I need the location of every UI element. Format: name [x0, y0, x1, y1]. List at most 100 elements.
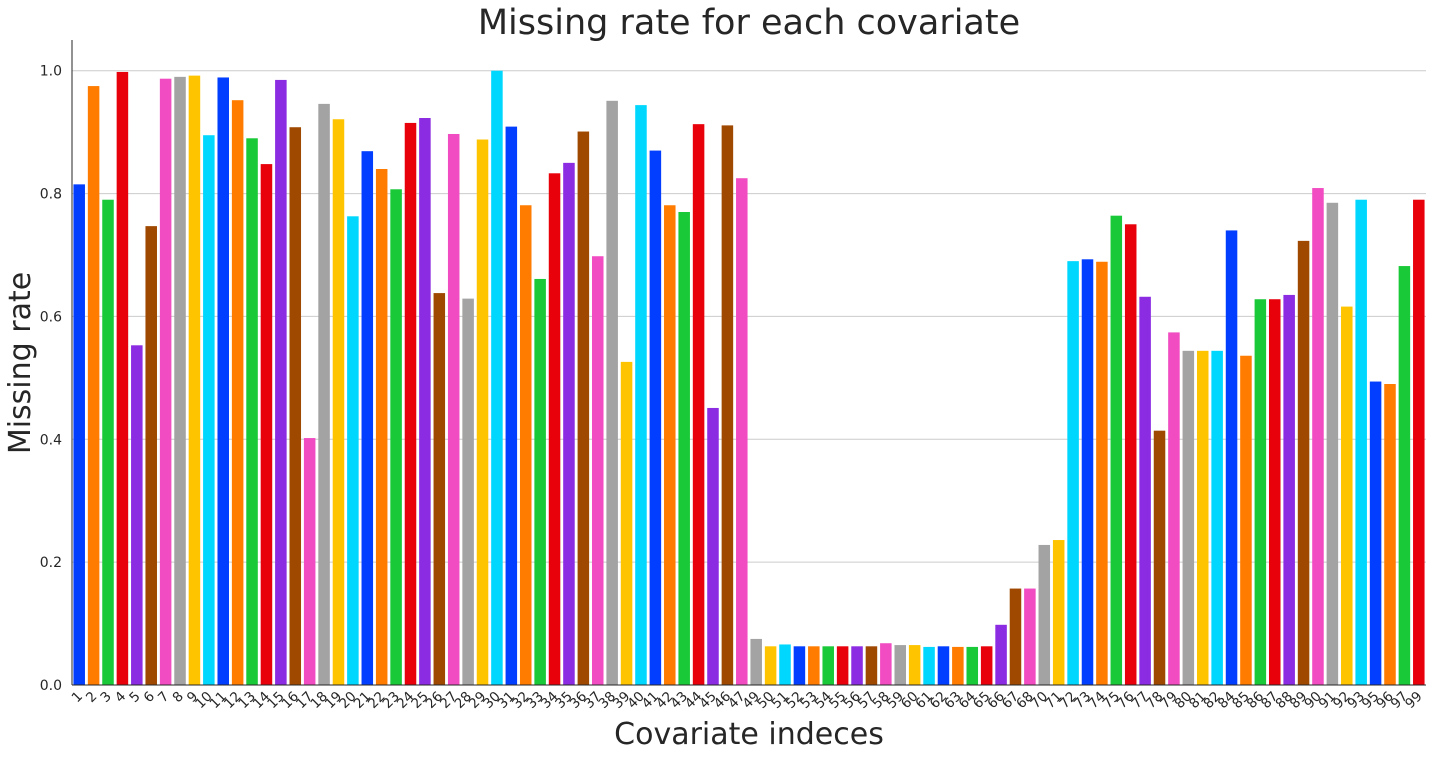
bar — [318, 103, 330, 685]
bar — [303, 438, 316, 685]
x-tick-label: 4 — [112, 689, 129, 706]
bar — [1038, 544, 1051, 685]
bar — [73, 184, 85, 685]
bar — [1384, 384, 1396, 685]
bar — [664, 205, 676, 685]
bar — [591, 256, 604, 685]
bar — [1369, 381, 1382, 685]
bars — [73, 70, 1425, 686]
bar — [289, 127, 302, 685]
bar — [851, 646, 863, 685]
bar — [1009, 588, 1022, 685]
x-tick-label: 7 — [155, 689, 172, 706]
bar — [1413, 199, 1425, 685]
y-tick-label: 0.8 — [40, 187, 62, 203]
bar — [1139, 296, 1151, 685]
bar — [534, 278, 546, 685]
bar — [793, 646, 806, 685]
bar — [375, 169, 388, 685]
bar — [750, 638, 762, 685]
bar — [102, 199, 114, 685]
bar — [159, 78, 172, 685]
bar — [880, 643, 892, 685]
bar — [995, 624, 1007, 685]
bar — [1240, 355, 1252, 685]
bar — [476, 139, 489, 685]
bar — [736, 178, 748, 685]
bar — [952, 646, 964, 685]
bar — [246, 138, 258, 686]
y-tick-label: 0.2 — [40, 555, 62, 571]
bar — [116, 71, 129, 685]
bar — [692, 124, 705, 685]
bar — [1067, 261, 1079, 685]
bar — [721, 125, 734, 685]
bar — [908, 645, 921, 685]
y-axis-label: Missing rate — [3, 272, 38, 454]
bar — [131, 345, 143, 685]
bar — [1168, 332, 1180, 685]
bar — [707, 407, 719, 685]
bar — [87, 86, 100, 686]
bar — [822, 646, 834, 685]
bar — [1283, 294, 1295, 685]
bar — [1153, 430, 1166, 685]
bar — [635, 105, 647, 686]
bar — [419, 118, 431, 685]
bar — [1052, 540, 1065, 685]
bar — [808, 646, 820, 685]
bar — [462, 298, 474, 685]
x-tick-label: 3 — [97, 689, 114, 706]
bar — [1297, 240, 1310, 685]
bar — [1081, 259, 1094, 685]
bar — [332, 119, 345, 685]
bar — [1398, 266, 1411, 685]
bar — [275, 79, 287, 685]
bar — [347, 216, 359, 686]
bar — [1196, 350, 1209, 685]
bar — [491, 70, 503, 685]
bar — [764, 646, 777, 685]
bar — [231, 100, 244, 685]
y-tick-label: 0.0 — [40, 678, 62, 694]
bar — [361, 151, 374, 685]
bar — [390, 189, 402, 685]
bar — [188, 75, 201, 686]
bar — [865, 646, 878, 685]
bar — [1312, 188, 1324, 686]
x-tick-label: 99 — [1402, 689, 1425, 712]
x-tick-label: 8 — [169, 689, 186, 706]
bar — [1326, 202, 1339, 686]
y-tick-label: 1.0 — [40, 64, 62, 80]
x-tick-label: 5 — [126, 689, 143, 706]
bar — [174, 76, 186, 686]
chart-title: Missing rate for each covariate — [478, 3, 1020, 43]
bar — [563, 162, 575, 685]
x-tick-label: 1 — [69, 689, 86, 706]
y-tick-label: 0.6 — [40, 309, 62, 325]
bar — [433, 293, 446, 685]
bar — [217, 77, 230, 685]
bar — [1225, 230, 1238, 685]
bar — [1182, 350, 1195, 685]
bar — [620, 361, 633, 685]
bar — [548, 173, 561, 686]
bar — [203, 135, 215, 685]
bar — [937, 646, 950, 685]
bar — [1355, 199, 1367, 685]
bar — [894, 645, 907, 685]
bar — [1024, 588, 1036, 685]
x-tick-label: 2 — [83, 689, 100, 706]
bar — [447, 133, 460, 685]
bar — [836, 646, 849, 685]
x-tick-labels: 1234567891011121314151617181920212223242… — [69, 689, 1426, 712]
bar — [1096, 261, 1108, 685]
x-axis-label: Covariate indeces — [614, 717, 884, 752]
bar — [1341, 306, 1353, 685]
bar — [577, 131, 590, 685]
x-tick-label: 6 — [141, 689, 158, 706]
bar — [145, 226, 157, 685]
bar — [980, 646, 993, 685]
bar — [519, 205, 532, 685]
